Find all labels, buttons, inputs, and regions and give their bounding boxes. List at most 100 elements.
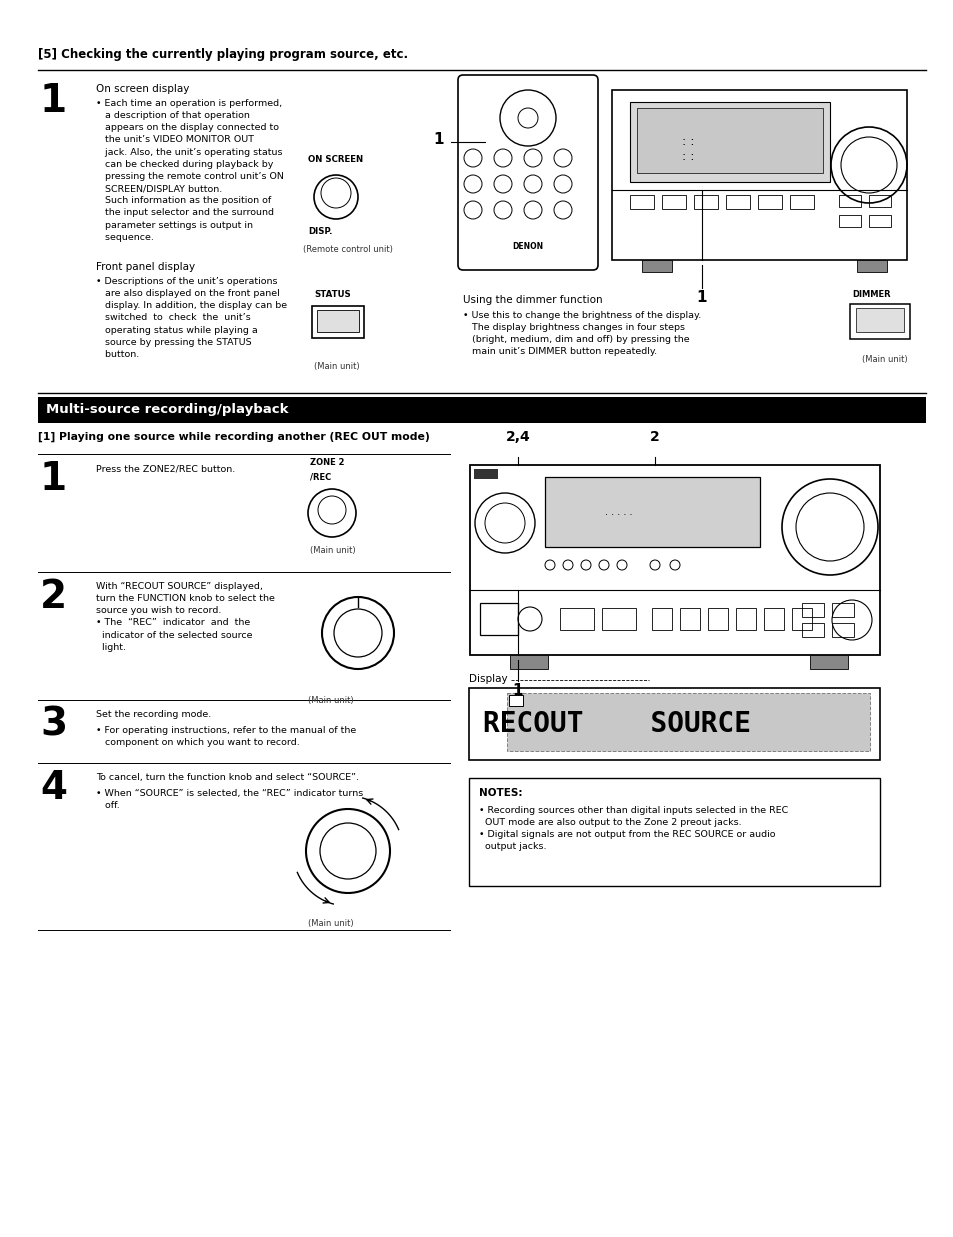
Circle shape [475,494,535,553]
Text: 1: 1 [696,289,706,306]
Circle shape [795,494,863,562]
Bar [707,609,727,630]
Text: 1: 1 [40,82,67,120]
Bar [679,609,700,630]
Text: Set the recording mode.: Set the recording mode. [96,710,211,719]
Text: 3: 3 [40,706,67,743]
Circle shape [598,560,608,570]
Text: 2: 2 [649,430,659,444]
FancyBboxPatch shape [457,75,598,270]
Text: ON SCREEN: ON SCREEN [308,155,363,165]
Text: [1] Playing one source while recording another (REC OUT mode): [1] Playing one source while recording a… [38,432,429,443]
Text: /REC: /REC [310,473,331,481]
Bar [469,688,879,760]
Bar [637,108,822,173]
Bar [693,195,718,209]
Bar [838,215,861,228]
Text: RECOUT    SOURCE: RECOUT SOURCE [482,710,750,738]
Text: • For operating instructions, refer to the manual of the
   component on which y: • For operating instructions, refer to t… [96,726,355,747]
Text: • When “SOURCE” is selected, the “REC” indicator turns
   off.: • When “SOURCE” is selected, the “REC” i… [96,789,363,810]
Text: • Recording sources other than digital inputs selected in the REC
  OUT mode are: • Recording sources other than digital i… [478,807,787,851]
Bar [469,778,879,886]
Bar [831,602,853,617]
Bar [838,195,861,207]
Circle shape [617,560,626,570]
Text: • Each time an operation is performed,
   a description of that operation
   app: • Each time an operation is performed, a… [96,99,284,241]
Bar [629,101,829,182]
Text: DIMMER: DIMMER [851,289,890,299]
Bar [868,195,890,207]
Circle shape [484,503,524,543]
Circle shape [649,560,659,570]
Text: To cancel, turn the function knob and select “SOURCE”.: To cancel, turn the function knob and se… [96,773,358,782]
Text: 1: 1 [512,683,522,698]
Circle shape [669,560,679,570]
Bar [831,623,853,637]
Bar [506,693,869,751]
Text: Multi-source recording/playback: Multi-source recording/playback [46,403,288,417]
Bar [316,310,358,332]
Bar [789,195,813,209]
Bar [849,304,909,339]
Bar [791,609,811,630]
Bar [312,306,364,338]
Text: [5] Checking the currently playing program source, etc.: [5] Checking the currently playing progr… [38,48,408,61]
Bar [479,602,517,635]
Text: • Use this to change the brightness of the display.
   The display brightness ch: • Use this to change the brightness of t… [462,310,700,356]
Text: (Main unit): (Main unit) [310,546,355,555]
Bar [544,477,760,547]
Bar [856,260,886,272]
Text: (Main unit): (Main unit) [308,919,354,928]
Bar [38,397,925,423]
Circle shape [517,607,541,631]
Text: 1: 1 [40,460,67,499]
Bar [641,260,671,272]
Text: Press the ZONE2/REC button.: Press the ZONE2/REC button. [96,464,235,473]
Circle shape [580,560,590,570]
Bar [470,465,879,656]
Bar [801,623,823,637]
Text: 4: 4 [40,769,67,807]
Text: 2,4: 2,4 [505,430,530,444]
Text: Using the dimmer function: Using the dimmer function [462,294,602,306]
Text: STATUS: STATUS [314,289,351,299]
Bar [809,656,847,669]
Text: DENON: DENON [512,242,543,251]
Bar [510,656,547,669]
Bar [474,469,497,479]
Text: 2: 2 [40,578,67,616]
Bar [559,609,594,630]
Text: 1: 1 [433,132,443,147]
Text: • Descriptions of the unit’s operations
   are also displayed on the front panel: • Descriptions of the unit’s operations … [96,277,287,359]
Text: (Main unit): (Main unit) [862,355,906,364]
Bar [763,609,783,630]
Circle shape [544,560,555,570]
Text: NOTES:: NOTES: [478,788,522,798]
Text: ZONE 2: ZONE 2 [310,458,344,468]
Text: (Remote control unit): (Remote control unit) [303,245,393,254]
Circle shape [781,479,877,575]
Bar [629,195,654,209]
Bar [868,215,890,228]
Text: DISP.: DISP. [308,228,333,236]
Text: Front panel display: Front panel display [96,262,195,272]
Text: (Main unit): (Main unit) [308,696,354,705]
Bar [612,90,906,260]
Bar [661,195,685,209]
Circle shape [562,560,573,570]
Bar [758,195,781,209]
Bar [509,695,522,706]
Bar [735,609,755,630]
Text: : :: : : [681,150,694,163]
Text: : :: : : [681,135,694,148]
Text: . . . . .: . . . . . [604,507,632,517]
Text: On screen display: On screen display [96,84,190,94]
Bar [725,195,749,209]
Bar [855,308,903,332]
Text: With “RECOUT SOURCE” displayed,
turn the FUNCTION knob to select the
source you : With “RECOUT SOURCE” displayed, turn the… [96,581,274,652]
Text: Display: Display [469,674,507,684]
Bar [601,609,636,630]
Text: (Main unit): (Main unit) [314,362,359,371]
Bar [651,609,671,630]
Bar [801,602,823,617]
